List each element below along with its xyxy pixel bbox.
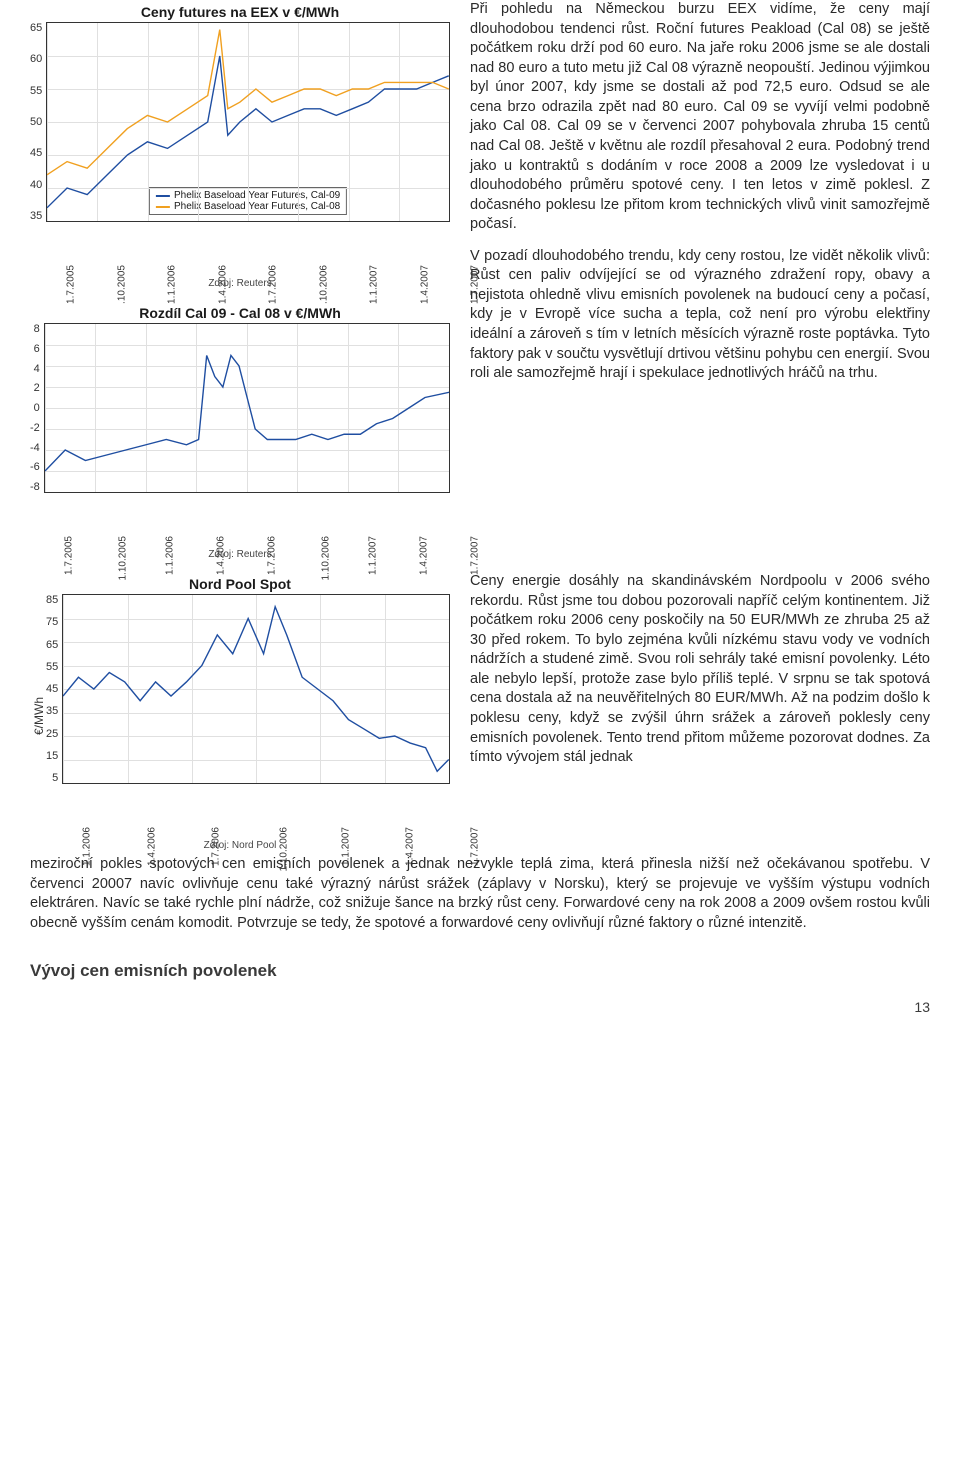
- chart3-source: Zdroj: Nord Pool: [30, 840, 450, 851]
- chart3-y-label: €/MWh: [30, 697, 46, 735]
- chart-nordpool: Nord Pool Spot €/MWh 85756555453525155 1…: [30, 572, 450, 851]
- left-column: Ceny futures na EEX v €/MWh 656055504540…: [30, 0, 450, 560]
- paragraph-2: V pozadí dlouhodobého trendu, kdy ceny r…: [470, 247, 930, 384]
- chart2-plot-area: [44, 323, 450, 493]
- chart1-x-axis: 1.7.2005.10.20051.1.20061.4.20061.7.2006…: [46, 222, 450, 276]
- chart2-x-axis: 1.7.20051.10.20051.1.20061.4.20061.7.200…: [44, 493, 450, 547]
- p3-start: Ceny energie dosáhly na skandinávském No…: [470, 572, 930, 780]
- chart2-source: Zdroj: Reuters: [30, 549, 450, 560]
- chart2-title: Rozdíl Cal 09 - Cal 08 v €/MWh: [30, 305, 450, 321]
- paragraph-3a: Ceny energie dosáhly na skandinávském No…: [470, 572, 930, 768]
- paragraph-1: Při pohledu na Německou burzu EEX vidíme…: [470, 0, 930, 235]
- p3-continuation: meziroční pokles spotových cen emisních …: [30, 855, 930, 933]
- right-text-column: Při pohledu na Německou burzu EEX vidíme…: [470, 0, 930, 396]
- chart-cal-diff: Rozdíl Cal 09 - Cal 08 v €/MWh 86420-2-4…: [30, 301, 450, 560]
- page-number: 13: [30, 999, 930, 1015]
- bottom-row: Nord Pool Spot €/MWh 85756555453525155 1…: [30, 572, 930, 851]
- chart1-plot-area: Phelix Baseload Year Futures, Cal-09 Phe…: [46, 22, 450, 222]
- chart3-title: Nord Pool Spot: [30, 576, 450, 592]
- top-grid: Ceny futures na EEX v €/MWh 656055504540…: [30, 0, 930, 560]
- chart1-frame: 65605550454035 Phelix Baseload Year Futu…: [30, 22, 450, 276]
- chart2-frame: 86420-2-4-6-8 1.7.20051.10.20051.1.20061…: [30, 323, 450, 547]
- chart3-frame: €/MWh 85756555453525155 1.1.20061.4.2006…: [30, 594, 450, 838]
- chart1-title: Ceny futures na EEX v €/MWh: [30, 4, 450, 20]
- page: Ceny futures na EEX v €/MWh 656055504540…: [0, 0, 960, 1045]
- chart1-source: Zdroj: Reuters: [30, 278, 450, 289]
- chart3-y-axis: 85756555453525155: [46, 594, 62, 784]
- chart2-y-axis: 86420-2-4-6-8: [30, 323, 44, 493]
- chart3-x-axis: 1.1.20061.4.20061.7.20061.10.20061.1.200…: [62, 784, 450, 838]
- chart1-y-axis: 65605550454035: [30, 22, 46, 222]
- chart-eex-futures: Ceny futures na EEX v €/MWh 656055504540…: [30, 0, 450, 289]
- paragraph-3b: meziroční pokles spotových cen emisních …: [30, 855, 930, 933]
- section-heading: Vývoj cen emisních povolenek: [30, 961, 930, 981]
- chart3-plot-area: [62, 594, 450, 784]
